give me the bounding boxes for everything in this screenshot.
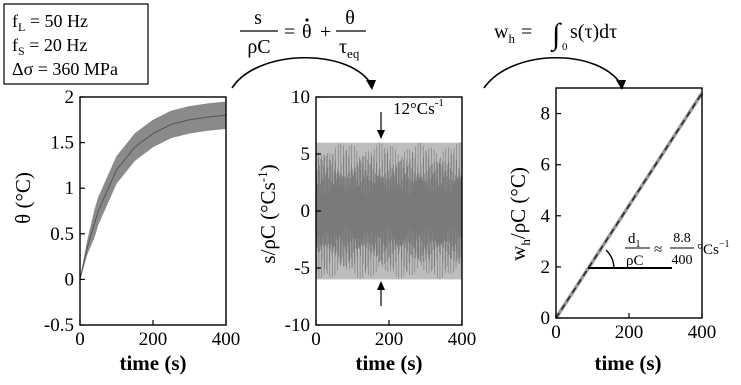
slope-frac-num: 8.8: [673, 231, 691, 246]
param-line-3: Δσ = 360 MPa: [12, 59, 118, 79]
arc-arrow-2-head: [616, 80, 626, 90]
param-line-1: fL = 50 Hz: [12, 11, 88, 34]
y-tick-label-0-1: 0: [65, 269, 75, 290]
eq1-theta-dot: θ: [302, 21, 312, 43]
theta-series-band: [79, 101, 227, 280]
eq2-integral: ∫: [550, 18, 562, 53]
y-tick-label-0-3: 1: [65, 178, 75, 199]
x-tick-label-1-1: 200: [375, 329, 404, 350]
y-tick-label-1-0: -10: [285, 315, 310, 336]
work-axes: 0 200 400 0 2 4 6 8: [541, 87, 717, 343]
eq1-equals: =: [284, 21, 295, 43]
x-tick-label-0-2: 400: [212, 329, 241, 350]
theta-axes: 0 200 400-0.500.511.52: [44, 87, 240, 350]
y-tick-label-2-1: 2: [541, 257, 551, 278]
slope-angle-arc: [605, 249, 615, 269]
eq1-den-right: τeq: [339, 36, 360, 61]
slope-den: ρC: [626, 253, 644, 269]
slope-num: d1: [628, 231, 641, 250]
chart-work: 0 200 400 0 2 4 6 8 wh/ρC (°C) time (s) d1 ρC ≈…: [506, 87, 729, 375]
y-tick-label-0-2: 0.5: [50, 224, 74, 245]
work-y-axis-label: wh/ρC (°C): [506, 167, 533, 261]
slope-frac-den: 400: [672, 253, 693, 268]
y-tick-label-0-5: 2: [65, 87, 75, 108]
eq2-body: s(τ)dτ: [570, 21, 617, 43]
slope-approx: ≈: [654, 242, 662, 258]
equation-work: wh = ∫ 0 s(τ)dτ: [494, 18, 617, 53]
x-tick-label-0-1: 200: [139, 329, 168, 350]
eq1-num-right: θ: [345, 7, 355, 29]
x-tick-label-0-0: 0: [75, 329, 85, 350]
amp-arrow-bottom-head: [377, 281, 385, 290]
y-tick-label-2-2: 4: [541, 206, 551, 227]
param-line-2: fS = 20 Hz: [12, 35, 87, 58]
y-tick-label-1-3: 5: [301, 144, 311, 165]
heat-source-series: [315, 142, 463, 280]
x-tick-label-1-0: 0: [311, 329, 321, 350]
eq2-lower-limit: 0: [562, 41, 568, 53]
amplitude-label: 12°Cs-1: [393, 97, 444, 118]
parameter-box: fL = 50 Hz fS = 20 Hz Δσ = 360 MPa: [3, 3, 149, 85]
parameter-box-frame: [3, 3, 149, 85]
y-tick-label-2-3: 6: [541, 155, 551, 176]
eq1-plus: +: [320, 21, 331, 43]
arc-arrow-2: [483, 56, 623, 89]
amp-arrow-top-head: [377, 130, 385, 139]
y-tick-label-2-4: 8: [541, 104, 551, 125]
eq1-num-left: s: [254, 7, 262, 29]
eq1-dot: [305, 18, 309, 22]
x-tick-label-2-1: 200: [615, 322, 644, 343]
equation-theta: s ρC = θ + θ τeq: [240, 7, 366, 61]
slope-unit: °Cs−1: [697, 239, 729, 258]
heat-source-plot-area: [315, 142, 463, 280]
arc-arrow-1-head: [366, 80, 376, 90]
x-tick-label-2-2: 400: [688, 322, 717, 343]
heat-source-axes: 0 200 400 -10 -5 0 5 10: [285, 87, 477, 350]
eq1-den-left: ρC: [247, 36, 270, 58]
work-x-axis-label: time (s): [594, 351, 661, 375]
arc-arrow-1: [231, 56, 373, 89]
chart-heat-source: 0 200 400 -10 -5 0 5 10 s/ρC (°Cs-1) time (s) 1…: [255, 87, 476, 375]
theta-y-axis-label: θ (°C): [11, 172, 35, 224]
heat-source-y-axis-label: s/ρC (°Cs-1): [255, 164, 280, 263]
y-tick-label-1-2: 0: [301, 201, 311, 222]
y-tick-label-0-4: 1.5: [50, 133, 74, 154]
x-tick-label-1-2: 400: [448, 329, 477, 350]
y-tick-label-1-1: -5: [294, 258, 310, 279]
y-tick-label-0-0: -0.5: [44, 315, 74, 336]
work-plot-area: [554, 92, 704, 319]
chart-theta: 0 200 400-0.500.511.52 θ (°C) time (s): [11, 87, 240, 375]
work-fit-line: [555, 92, 703, 319]
y-tick-label-2-0: 0: [541, 308, 551, 329]
y-tick-label-1-4: 10: [291, 87, 310, 108]
theta-series-mean: [79, 114, 227, 280]
x-tick-label-2-0: 0: [551, 322, 561, 343]
theta-plot-area: [79, 101, 227, 280]
theta-x-axis-label: time (s): [119, 351, 186, 375]
eq2-lhs: wh =: [494, 21, 532, 46]
heat-source-x-axis-label: time (s): [355, 351, 422, 375]
